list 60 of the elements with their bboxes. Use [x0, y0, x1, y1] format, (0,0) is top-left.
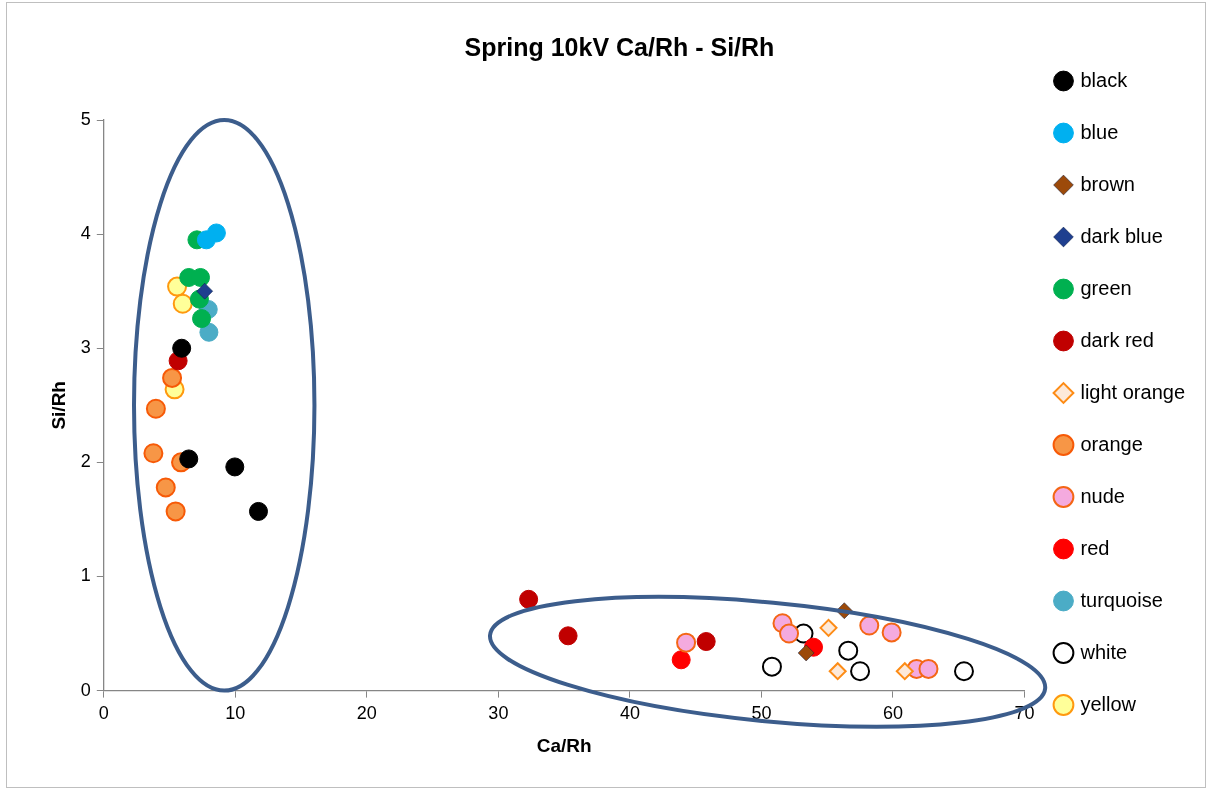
- point: [172, 338, 192, 358]
- point: [838, 640, 859, 661]
- y-tick-label: 1: [80, 565, 91, 586]
- legend-label: dark blue: [1080, 224, 1163, 247]
- point: [196, 230, 216, 250]
- point: [779, 623, 800, 644]
- point: [155, 477, 176, 498]
- point: [797, 644, 815, 662]
- legend-label: turquoise: [1080, 588, 1163, 611]
- point: [192, 309, 212, 329]
- point: [761, 656, 782, 677]
- legend-label: nude: [1080, 484, 1125, 507]
- legend-label: white: [1079, 640, 1128, 663]
- y-tick-label: 2: [80, 451, 91, 472]
- point: [225, 457, 245, 477]
- point: [172, 293, 193, 314]
- legend-label: blue: [1080, 120, 1119, 143]
- point: [828, 662, 847, 681]
- point: [671, 650, 691, 670]
- point: [953, 661, 974, 682]
- legend-label: orange: [1080, 432, 1143, 455]
- point: [143, 443, 164, 464]
- point: [196, 282, 213, 300]
- point: [918, 658, 939, 679]
- x-tick-label: 10: [225, 703, 246, 724]
- point: [179, 449, 199, 469]
- x-tick-label: 50: [751, 703, 772, 724]
- point: [248, 501, 268, 521]
- point: [145, 398, 166, 419]
- legend-label: yellow: [1080, 692, 1137, 715]
- y-tick-label: 4: [80, 223, 91, 244]
- x-tick-label: 0: [98, 703, 109, 724]
- point: [850, 661, 871, 682]
- y-tick-label: 0: [80, 679, 91, 700]
- x-tick-label: 30: [488, 703, 509, 724]
- legend-label: dark red: [1080, 328, 1154, 351]
- y-tick-label: 3: [80, 337, 91, 358]
- y-tick-label: 5: [80, 108, 91, 129]
- x-axis-title: Ca/Rh: [536, 734, 592, 756]
- x-tick-label: 20: [356, 703, 377, 724]
- point: [895, 662, 914, 681]
- x-tick-label: 40: [619, 703, 640, 724]
- x-tick-label: 60: [882, 703, 903, 724]
- point: [165, 501, 186, 522]
- point: [881, 622, 902, 643]
- legend-label: black: [1080, 68, 1129, 91]
- point: [519, 589, 539, 609]
- point: [696, 632, 716, 652]
- legend-label: red: [1080, 536, 1110, 559]
- legend-label: light orange: [1080, 380, 1186, 403]
- y-axis-title: Si/Rh: [47, 381, 69, 430]
- point: [162, 367, 183, 388]
- chart-title: Spring 10kV Ca/Rh - Si/Rh: [464, 32, 775, 61]
- point: [558, 626, 578, 646]
- point: [819, 618, 838, 637]
- point: [676, 632, 697, 653]
- point: [199, 322, 219, 342]
- legend-label: green: [1080, 276, 1132, 299]
- legend-label: brown: [1080, 172, 1135, 195]
- point: [859, 615, 880, 636]
